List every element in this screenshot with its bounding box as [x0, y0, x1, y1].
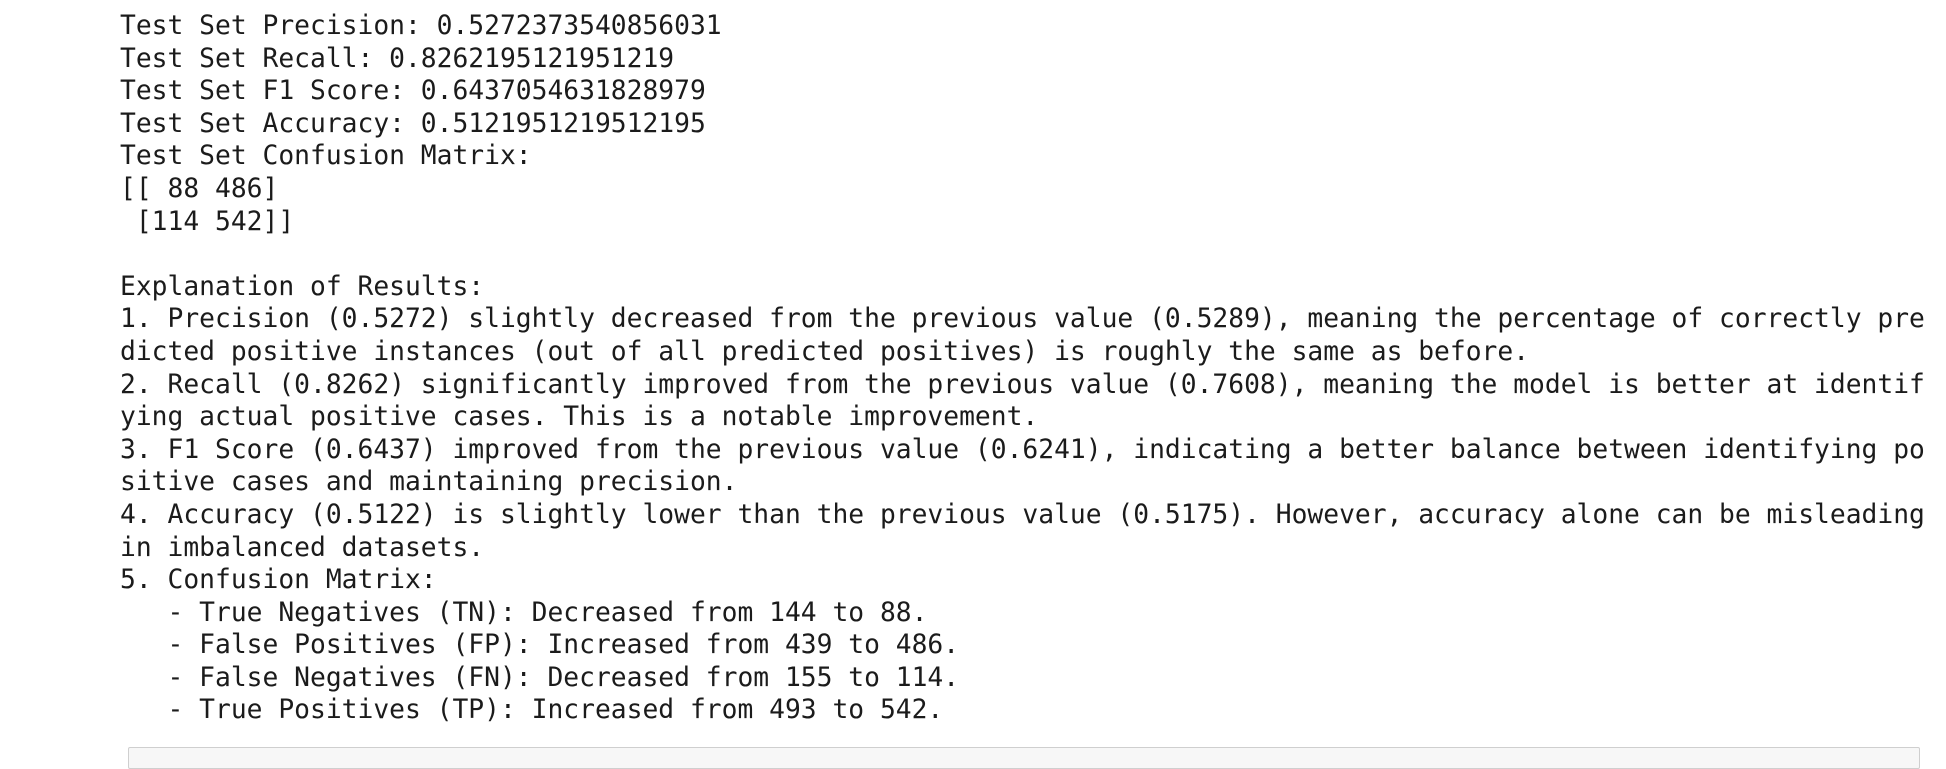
confusion-matrix-row-1: [[ 88 486]	[120, 173, 279, 204]
blank-line	[120, 238, 1920, 271]
explanation-heading: Explanation of Results:	[120, 271, 485, 302]
explanation-confusion-heading: 5. Confusion Matrix:	[120, 565, 437, 596]
explanation-recall-line-2: ying actual positive cases. This is a no…	[120, 402, 1039, 433]
next-code-cell[interactable]	[128, 747, 1920, 769]
confusion-matrix-row-2: [114 542]]	[120, 206, 295, 237]
explanation-false-negatives: - False Negatives (FN): Decreased from 1…	[120, 662, 960, 693]
explanation-false-positives: - False Positives (FP): Increased from 4…	[120, 630, 960, 661]
explanation-true-positives: - True Positives (TP): Increased from 49…	[120, 695, 944, 726]
explanation-precision-line-1: 1. Precision (0.5272) slightly decreased…	[120, 304, 1925, 335]
accuracy-line: Test Set Accuracy: 0.5121951219512195	[120, 108, 706, 139]
precision-line: Test Set Precision: 0.5272373540856031	[120, 11, 722, 41]
explanation-f1-line-2: sitive cases and maintaining precision.	[120, 467, 738, 498]
explanation-recall-line-1: 2. Recall (0.8262) significantly improve…	[120, 369, 1925, 400]
confusion-matrix-heading: Test Set Confusion Matrix:	[120, 141, 532, 172]
explanation-f1-line-1: 3. F1 Score (0.6437) improved from the p…	[120, 434, 1925, 465]
cell-output: Test Set Precision: 0.5272373540856031 T…	[120, 10, 1925, 727]
explanation-accuracy-line-2: in imbalanced datasets.	[120, 532, 485, 563]
explanation-accuracy-line-1: 4. Accuracy (0.5122) is slightly lower t…	[120, 499, 1925, 530]
explanation-true-negatives: - True Negatives (TN): Decreased from 14…	[120, 597, 928, 628]
recall-line: Test Set Recall: 0.8262195121951219	[120, 43, 675, 74]
f1-score-line: Test Set F1 Score: 0.6437054631828979	[120, 76, 706, 107]
explanation-precision-line-2: dicted positive instances (out of all pr…	[120, 336, 1530, 367]
